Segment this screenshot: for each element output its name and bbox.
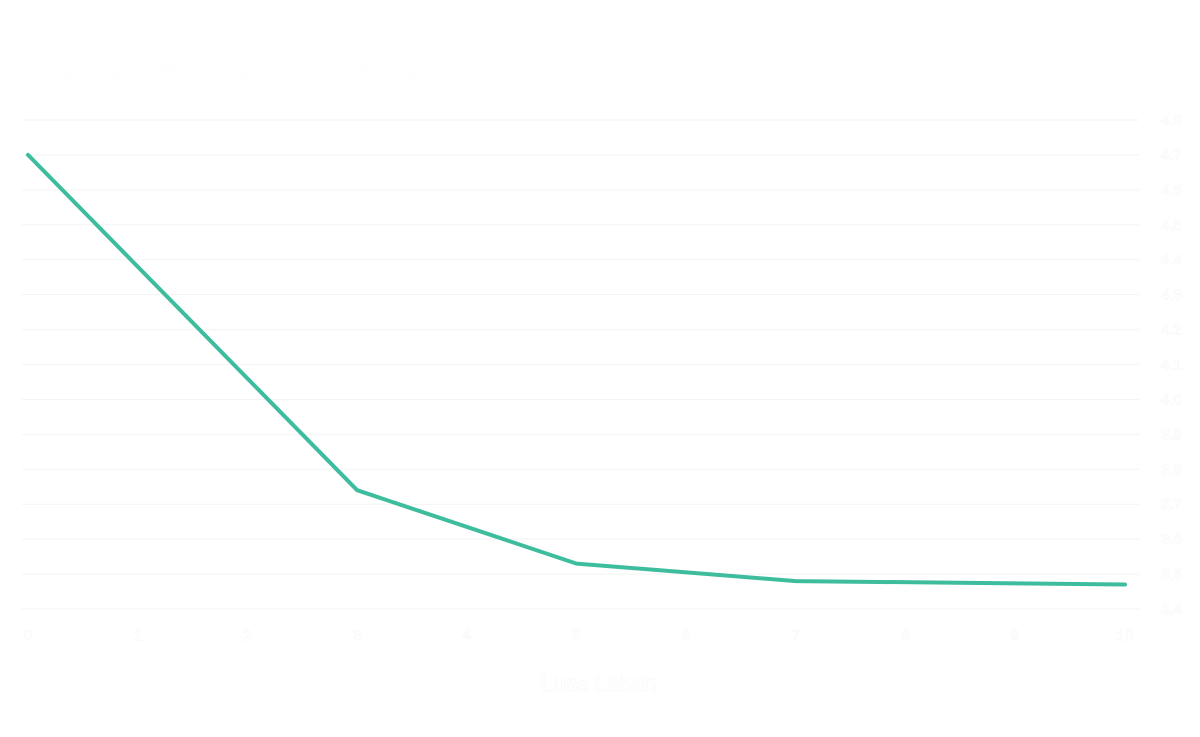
y-tick-label: 3.4 <box>1161 601 1182 618</box>
series-line <box>26 152 1127 587</box>
series <box>26 152 1127 587</box>
y-tick-label: 4.1 <box>1161 357 1182 374</box>
x-tick-label: 6 <box>682 627 690 644</box>
y-tick-label: 3.7 <box>1161 496 1182 513</box>
y-tick-label: 3.9 <box>1161 426 1182 443</box>
grid <box>22 119 1139 610</box>
x-tick-label: 0 <box>24 627 32 644</box>
y-tick-label: 4.6 <box>1161 182 1182 199</box>
y-tick-label: 3.6 <box>1161 531 1182 548</box>
x-tick-label: 5 <box>572 627 580 644</box>
y-tick-label: 4.5 <box>1161 217 1182 234</box>
x-axis-ticks: 0 1 2 3 4 5 6 7 8 9 10 <box>24 627 1134 645</box>
x-tick-label: 1 <box>134 627 142 644</box>
x-tick-label: 9 <box>1011 627 1019 644</box>
x-tick-label: 8 <box>901 627 909 644</box>
y-tick-label: 3.5 <box>1161 566 1182 583</box>
y-axis-ticks: 3.4 3.5 3.6 3.7 3.8 3.9 4.0 4.1 4.2 4.3 4.4 4.5 4.6 4… <box>1161 112 1182 619</box>
y-tick-label: 4.7 <box>1161 147 1182 164</box>
x-tick-label: 4 <box>463 627 471 644</box>
x-tick-label: 2 <box>243 627 251 644</box>
x-tick-label: 10 <box>1117 627 1134 644</box>
x-tick-label: 7 <box>792 627 800 644</box>
chart-title: Harga Penjualan Rata-rata <box>24 50 453 88</box>
y-tick-label: 4.3 <box>1161 287 1182 304</box>
x-tick-label: 3 <box>353 627 361 644</box>
x-axis-title: Luas Lahan <box>541 671 656 696</box>
y-tick-label: 3.8 <box>1161 461 1182 478</box>
y-tick-label: 4.2 <box>1161 322 1182 339</box>
y-tick-label: 4.0 <box>1161 391 1182 408</box>
y-tick-label: 4.8 <box>1161 112 1182 129</box>
y-tick-label: 4.4 <box>1161 252 1182 269</box>
